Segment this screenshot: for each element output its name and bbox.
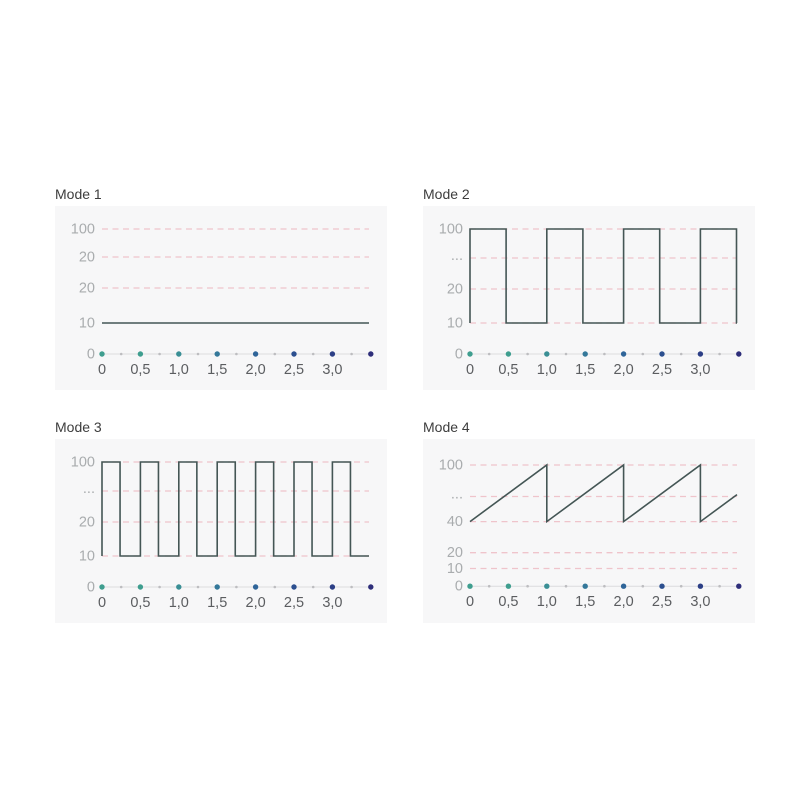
svg-text:0,5: 0,5	[498, 362, 518, 378]
svg-text:3,0: 3,0	[690, 362, 710, 378]
svg-text:100: 100	[71, 455, 95, 471]
svg-text:2,0: 2,0	[246, 595, 266, 611]
svg-text:...: ...	[451, 487, 463, 503]
svg-text:0: 0	[87, 580, 95, 596]
svg-text:1,5: 1,5	[575, 594, 595, 610]
svg-text:0,5: 0,5	[130, 362, 150, 378]
svg-text:0: 0	[98, 595, 106, 611]
svg-text:1,0: 1,0	[169, 595, 189, 611]
svg-text:3,0: 3,0	[322, 362, 342, 378]
svg-text:2,5: 2,5	[284, 362, 304, 378]
svg-text:2,5: 2,5	[652, 594, 672, 610]
svg-text:0: 0	[455, 579, 463, 595]
svg-text:3,0: 3,0	[322, 595, 342, 611]
svg-text:1,0: 1,0	[537, 362, 557, 378]
svg-text:0: 0	[455, 347, 463, 363]
svg-text:20: 20	[79, 250, 95, 266]
svg-text:2,5: 2,5	[652, 362, 672, 378]
svg-text:1,5: 1,5	[207, 595, 227, 611]
svg-text:10: 10	[79, 549, 95, 565]
svg-text:0,5: 0,5	[130, 595, 150, 611]
svg-text:100: 100	[439, 222, 463, 238]
svg-text:0: 0	[98, 362, 106, 378]
svg-text:20: 20	[79, 515, 95, 531]
svg-text:20: 20	[79, 281, 95, 297]
svg-text:20: 20	[447, 545, 463, 561]
svg-text:...: ...	[451, 248, 463, 264]
svg-text:1,0: 1,0	[537, 594, 557, 610]
svg-text:10: 10	[447, 561, 463, 577]
svg-text:20: 20	[447, 282, 463, 298]
svg-text:0,5: 0,5	[498, 594, 518, 610]
svg-text:1,5: 1,5	[207, 362, 227, 378]
svg-text:3,0: 3,0	[690, 594, 710, 610]
svg-text:10: 10	[447, 316, 463, 332]
svg-text:2,5: 2,5	[284, 595, 304, 611]
svg-text:1,5: 1,5	[575, 362, 595, 378]
svg-text:2,0: 2,0	[614, 362, 634, 378]
svg-text:40: 40	[447, 514, 463, 530]
svg-text:10: 10	[79, 316, 95, 332]
svg-text:0: 0	[466, 362, 474, 378]
svg-text:2,0: 2,0	[246, 362, 266, 378]
svg-text:1,0: 1,0	[169, 362, 189, 378]
svg-text:100: 100	[439, 458, 463, 474]
svg-text:0: 0	[466, 594, 474, 610]
svg-text:2,0: 2,0	[614, 594, 634, 610]
svg-text:0: 0	[87, 347, 95, 363]
svg-text:100: 100	[71, 222, 95, 238]
svg-text:...: ...	[83, 481, 95, 497]
